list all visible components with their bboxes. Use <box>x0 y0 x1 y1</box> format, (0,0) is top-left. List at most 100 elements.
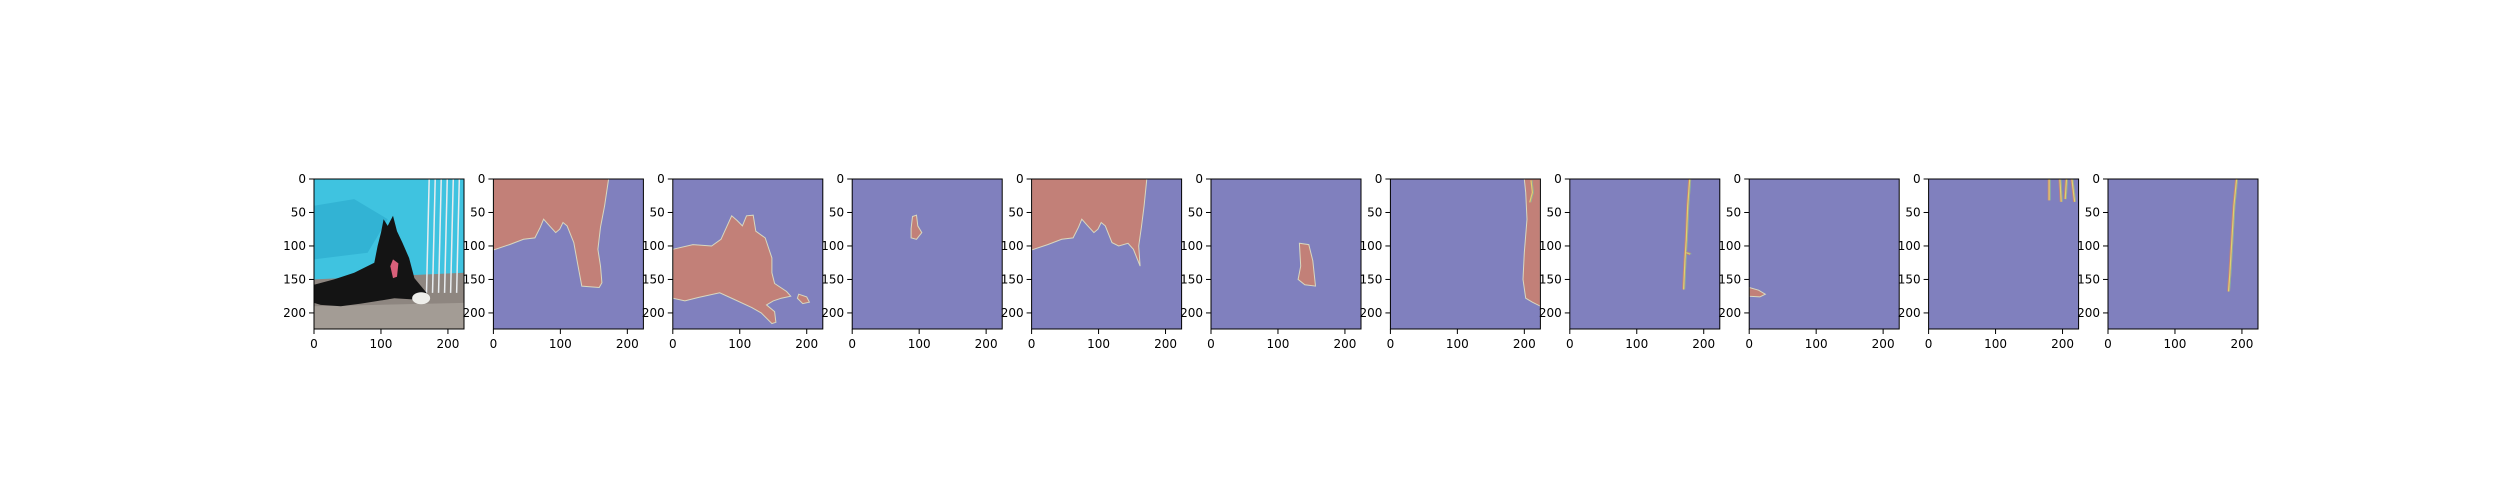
fence-bar <box>437 179 442 293</box>
x-tick-label: 100 <box>549 337 572 351</box>
y-tick-label: 200 <box>283 306 306 320</box>
panel-10: 0 100 200 0 50 100 150 200 <box>1898 172 2080 351</box>
y-tick-label: 100 <box>1539 239 1562 253</box>
y-tick-label: 200 <box>462 306 485 320</box>
x-tick-label: 200 <box>1692 337 1715 351</box>
x-tick-label: 200 <box>616 337 639 351</box>
y-tick-label: 200 <box>1001 306 1024 320</box>
mask-background <box>1211 179 1361 329</box>
panel-11-image <box>2108 179 2258 329</box>
y-tick-label: 200 <box>642 306 665 320</box>
y-tick-label: 0 <box>298 172 306 186</box>
x-tick-label: 0 <box>1745 337 1753 351</box>
mask-edge-highlight <box>2227 179 2238 292</box>
mask-edge-highlight <box>2066 179 2068 200</box>
mask-region <box>1522 179 1541 307</box>
x-tick-label: 0 <box>848 337 856 351</box>
y-tick-label: 0 <box>1016 172 1024 186</box>
y-tick-label: 200 <box>1539 306 1562 320</box>
y-tick-label: 0 <box>1195 172 1203 186</box>
axes-frame <box>1031 178 1183 330</box>
panel-6: 0 100 200 0 50 100 150 200 <box>1180 172 1362 351</box>
fence-bar <box>431 179 436 293</box>
y-tick-label: 0 <box>1554 172 1562 186</box>
y-tick-label: 0 <box>837 172 845 186</box>
dog-tongue <box>390 259 399 279</box>
y-tick-label: 100 <box>1898 239 1921 253</box>
x-tick-label: 100 <box>1984 337 2007 351</box>
mask-background <box>1390 179 1541 329</box>
x-tick-label: 0 <box>1387 337 1395 351</box>
panel-9-image <box>1749 179 1900 329</box>
y-tick-label: 150 <box>1898 272 1921 286</box>
y-tick-label: 0 <box>657 172 665 186</box>
y-tick-label: 50 <box>1008 205 1023 219</box>
panel-4-image <box>852 179 1003 329</box>
y-tick-label: 150 <box>2077 272 2100 286</box>
mask-edge-highlight <box>2064 179 2068 200</box>
x-tick-label: 0 <box>669 337 677 351</box>
mask-region <box>1031 179 1148 267</box>
y-tick-label: 50 <box>1547 205 1562 219</box>
panel-5-image <box>1031 179 1182 329</box>
x-tick-label: 0 <box>1028 337 1036 351</box>
mask-background <box>1569 179 1720 329</box>
panel-8: 0 100 200 0 50 100 150 200 <box>1539 172 1721 351</box>
y-tick-label: 100 <box>1359 239 1382 253</box>
y-tick-label: 150 <box>283 272 306 286</box>
y-tick-label: 150 <box>642 272 665 286</box>
mask-background <box>1928 179 2079 329</box>
fence-bar <box>449 179 455 293</box>
mask-edge-highlight <box>2059 179 2062 202</box>
panel-2-image <box>493 179 644 329</box>
panel-7-image <box>1390 179 1541 329</box>
white-object <box>412 292 431 305</box>
panel-10-image <box>1928 179 2079 329</box>
mask-edge-highlight <box>1683 179 1691 290</box>
x-tick-label: 200 <box>1872 337 1895 351</box>
y-tick-label: 50 <box>1726 205 1741 219</box>
y-tick-label: 50 <box>650 205 665 219</box>
mask-edge-highlight <box>2072 179 2077 202</box>
x-tick-label: 100 <box>1625 337 1648 351</box>
y-tick-label: 100 <box>821 239 844 253</box>
gravel-light <box>314 302 464 329</box>
x-tick-label: 200 <box>1154 337 1177 351</box>
y-tick-label: 150 <box>462 272 485 286</box>
x-tick-label: 200 <box>2230 337 2253 351</box>
x-tick-label: 200 <box>436 337 459 351</box>
y-tick-label: 50 <box>1367 205 1382 219</box>
x-tick-label: 0 <box>490 337 498 351</box>
axes-frame <box>1569 178 1721 330</box>
panel-11: 0 100 200 0 50 100 150 200 <box>2077 172 2259 351</box>
x-tick-label: 100 <box>370 337 393 351</box>
y-tick-label: 0 <box>1375 172 1383 186</box>
y-tick-label: 200 <box>1180 306 1203 320</box>
mask-edge-highlight <box>2229 179 2239 292</box>
y-tick-label: 50 <box>470 205 485 219</box>
y-tick-label: 100 <box>642 239 665 253</box>
fence-bar <box>425 179 430 293</box>
panel-4: 0 100 200 0 50 100 150 200 <box>821 172 1003 351</box>
x-tick-label: 0 <box>2104 337 2112 351</box>
y-tick-label: 100 <box>1180 239 1203 253</box>
dog <box>314 215 427 307</box>
y-tick-label: 200 <box>821 306 844 320</box>
y-tick-label: 150 <box>1180 272 1203 286</box>
y-tick-label: 50 <box>1905 205 1920 219</box>
x-tick-label: 0 <box>310 337 318 351</box>
mask-edge-highlight <box>1684 179 1692 290</box>
x-tick-label: 200 <box>795 337 818 351</box>
mask-region <box>910 214 923 240</box>
x-tick-label: 100 <box>908 337 931 351</box>
x-tick-label: 200 <box>1333 337 1356 351</box>
tarp-fold <box>314 199 388 260</box>
y-tick-label: 50 <box>2085 205 2100 219</box>
mask-region <box>672 214 792 325</box>
axes-frame <box>1928 178 2080 330</box>
y-tick-label: 0 <box>478 172 486 186</box>
x-tick-label: 100 <box>728 337 751 351</box>
y-tick-label: 150 <box>1001 272 1024 286</box>
axes-frame <box>1389 178 1541 330</box>
x-tick-label: 100 <box>1267 337 1290 351</box>
